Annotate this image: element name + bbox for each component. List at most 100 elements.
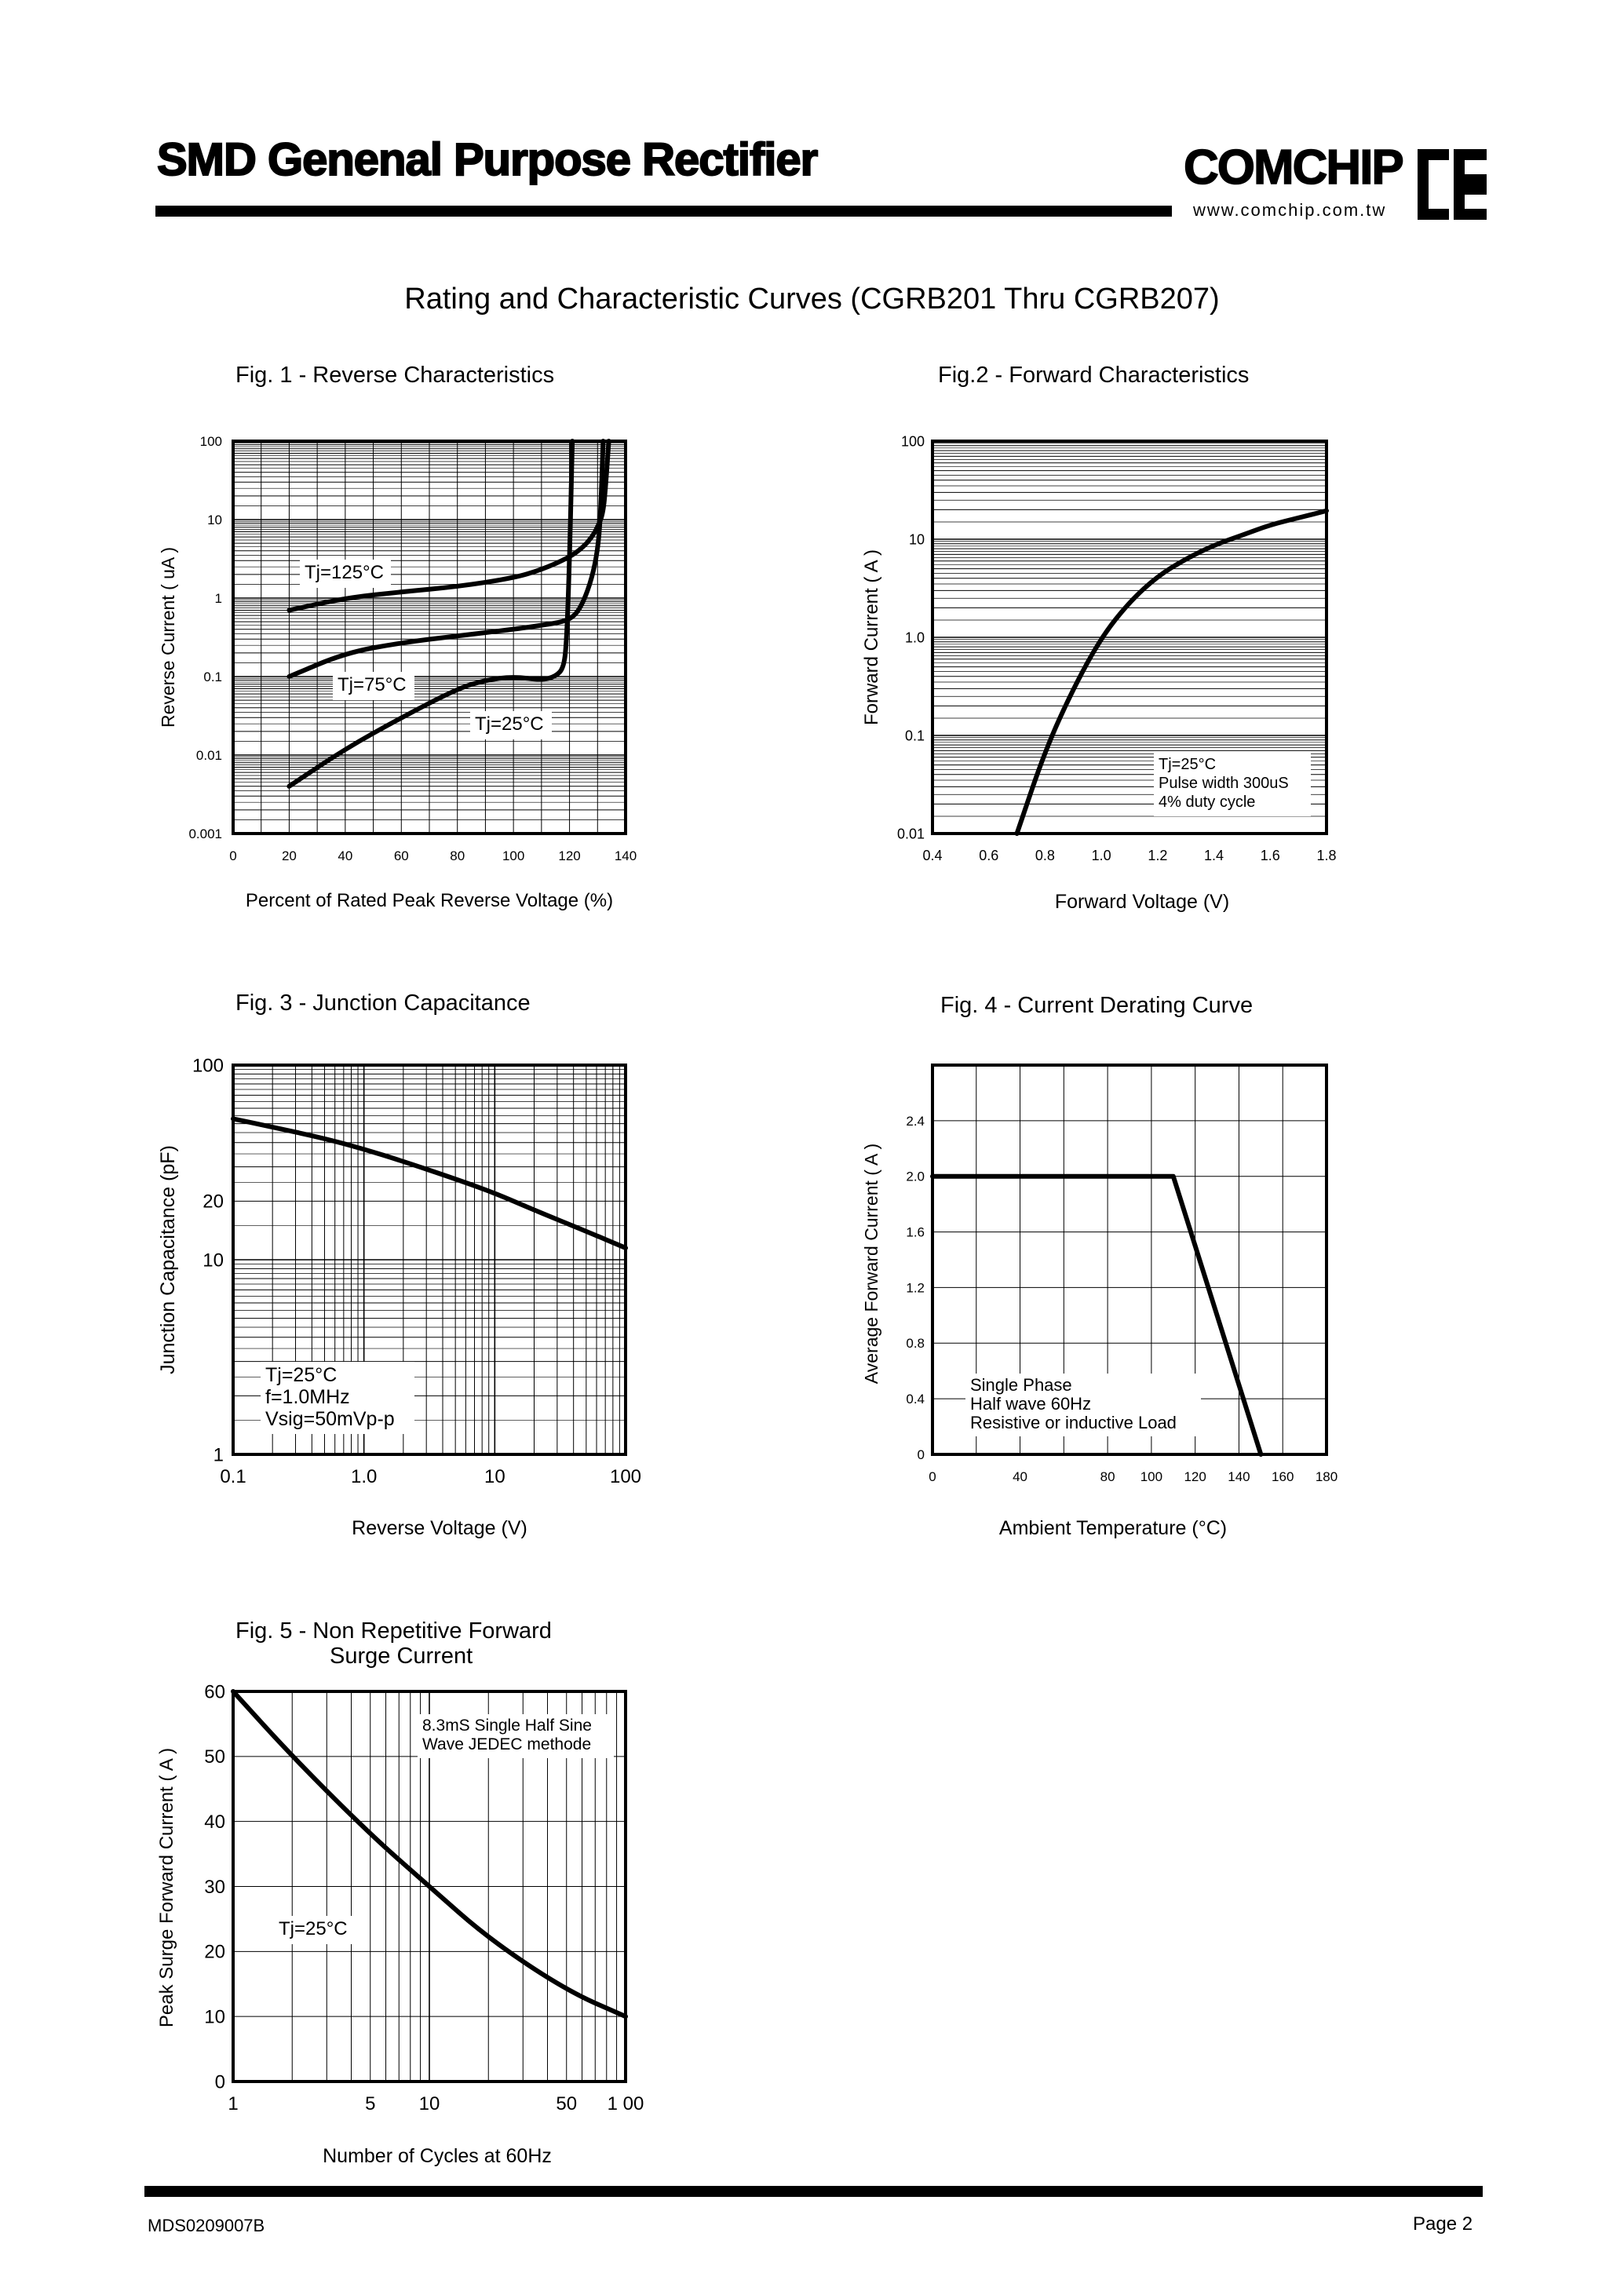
fig2-y-tick-label: 100 bbox=[901, 433, 925, 449]
fig1-series-label-125: Tj=125°C bbox=[305, 562, 384, 583]
fig4-x-tick-label: 40 bbox=[1013, 1469, 1027, 1484]
fig4-conditions-note: Resistive or inductive Load bbox=[970, 1413, 1177, 1432]
fig1-x-tick-label: 140 bbox=[615, 848, 637, 863]
fig2-y-tick-label: 0.01 bbox=[897, 826, 925, 841]
fig3-y-tick-label: 1 bbox=[213, 1444, 224, 1465]
fig4-conditions-note-box bbox=[965, 1374, 1201, 1436]
document-code: MDS0209007B bbox=[148, 2216, 265, 2235]
fig3-title: Fig. 3 - Junction Capacitance bbox=[235, 991, 531, 1016]
fig4-x-tick-label: 160 bbox=[1272, 1469, 1294, 1484]
fig5-y-tick-label: 10 bbox=[204, 2007, 225, 2028]
fig3-conditions-note: Vsig=50mVp-p bbox=[265, 1408, 395, 1430]
fig5-y-tick-label: 50 bbox=[204, 1746, 225, 1768]
fig3-x-tick-label: 100 bbox=[610, 1466, 641, 1487]
fig1-series-label-25-box bbox=[470, 711, 552, 739]
fig4-x-tick-label: 140 bbox=[1228, 1469, 1250, 1484]
fig3-y-tick-label: 20 bbox=[203, 1191, 224, 1213]
fig3-y-tick-label: 100 bbox=[192, 1055, 224, 1076]
fig1-series-label-75: Tj=75°C bbox=[338, 674, 407, 695]
fig5-y-tick-label: 20 bbox=[204, 1942, 225, 1963]
fig5-y-axis-label: Peak Surge Forward Current ( A ) bbox=[156, 1748, 177, 2027]
fig1-series-label-125-box bbox=[300, 560, 391, 588]
fig2-conditions-note: Tj=25°C bbox=[1159, 756, 1216, 773]
fig1-y-axis-label: Reverse Current ( uA ) bbox=[158, 547, 178, 728]
fig4-x-tick-label: 80 bbox=[1100, 1469, 1115, 1484]
fig2-x-tick-label: 1.0 bbox=[1092, 848, 1111, 863]
fig5-title-line2: Surge Current bbox=[330, 1644, 473, 1669]
comchip-logo-icon bbox=[1418, 149, 1487, 220]
fig2-x-tick-label: 0.6 bbox=[979, 848, 998, 863]
fig3-plot-frame bbox=[232, 1064, 627, 1456]
fig4-plot-frame bbox=[931, 1064, 1328, 1456]
header-divider bbox=[155, 206, 1172, 217]
fig4-x-tick-label: 180 bbox=[1316, 1469, 1338, 1484]
fig1-x-tick-label: 60 bbox=[394, 848, 409, 863]
fig1-y-tick-label: 0.1 bbox=[203, 670, 222, 684]
fig4-y-tick-label: 1.2 bbox=[906, 1280, 925, 1295]
fig5-y-tick-label: 40 bbox=[204, 1812, 225, 1833]
fig2-x-tick-label: 0.4 bbox=[922, 848, 942, 863]
fig3-conditions-note-box bbox=[261, 1362, 414, 1434]
fig5-y-tick-label: 0 bbox=[215, 2071, 225, 2092]
fig2-x-tick-label: 1.2 bbox=[1148, 848, 1167, 863]
fig4-title: Fig. 4 - Current Derating Curve bbox=[940, 993, 1254, 1018]
fig5-x-axis-label: Number of Cycles at 60Hz bbox=[323, 2145, 552, 2167]
fig4-x-tick-label: 100 bbox=[1140, 1469, 1162, 1484]
fig4-conditions-note: Single Phase bbox=[970, 1375, 1072, 1395]
fig1-x-tick-label: 0 bbox=[229, 848, 236, 863]
fig5-title: Fig. 5 - Non Repetitive Forward bbox=[235, 1618, 552, 1644]
fig5-x-tick-label: 5 bbox=[365, 2093, 375, 2114]
fig1-series-line-2 bbox=[286, 439, 575, 789]
page-header-title: SMD Genenal Purpose Rectifier bbox=[156, 133, 819, 186]
fig3-x-axis-label: Reverse Voltage (V) bbox=[352, 1517, 527, 1539]
fig1-y-tick-label: 0.001 bbox=[188, 826, 222, 841]
fig4-y-tick-label: 2.0 bbox=[906, 1169, 925, 1184]
page-number: Page 2 bbox=[1413, 2213, 1473, 2235]
fig3-conditions-note: Tj=25°C bbox=[265, 1364, 337, 1386]
fig5-test-method-note-box bbox=[418, 1714, 614, 1758]
fig4-y-tick-label: 0 bbox=[918, 1447, 925, 1462]
fig3-y-tick-label: 10 bbox=[203, 1250, 224, 1271]
fig1-x-tick-label: 40 bbox=[338, 848, 352, 863]
fig4-y-axis-label: Average Forward Current ( A ) bbox=[861, 1144, 881, 1384]
fig3-conditions-note: f=1.0MHz bbox=[265, 1386, 350, 1408]
fig2-x-tick-label: 0.8 bbox=[1035, 848, 1055, 863]
fig2-grid bbox=[932, 441, 1327, 834]
fig2-y-tick-label: 0.1 bbox=[905, 728, 925, 743]
fig1-series-line-1 bbox=[286, 439, 606, 679]
fig1-title: Fig. 1 - Reverse Characteristics bbox=[235, 363, 555, 388]
fig2-x-tick-label: 1.8 bbox=[1316, 848, 1336, 863]
fig2-plot-frame bbox=[931, 440, 1328, 835]
fig1-x-tick-label: 80 bbox=[450, 848, 465, 863]
fig3-x-tick-label: 10 bbox=[484, 1466, 505, 1487]
fig1-y-tick-label: 1 bbox=[215, 591, 222, 606]
fig2-series-line-0 bbox=[1014, 508, 1329, 836]
fig1-x-tick-label: 120 bbox=[558, 848, 580, 863]
fig4-x-axis-label: Ambient Temperature (°C) bbox=[999, 1517, 1227, 1539]
fig5-test-method-note: Wave JEDEC methode bbox=[422, 1735, 591, 1753]
fig4-y-tick-label: 1.6 bbox=[906, 1225, 925, 1240]
fig3-x-tick-label: 0.1 bbox=[220, 1466, 246, 1487]
fig5-x-tick-label: 50 bbox=[556, 2093, 577, 2114]
fig4-conditions-note: Half wave 60Hz bbox=[970, 1394, 1091, 1414]
fig2-x-tick-label: 1.6 bbox=[1261, 848, 1280, 863]
fig4-x-tick-label: 0 bbox=[929, 1469, 936, 1484]
fig1-plot-frame bbox=[232, 440, 627, 835]
fig2-y-tick-label: 1.0 bbox=[905, 629, 925, 645]
fig2-title: Fig.2 - Forward Characteristics bbox=[938, 363, 1250, 388]
fig1-grid bbox=[232, 441, 626, 834]
fig4-series-line-0 bbox=[930, 1173, 1264, 1457]
fig2-conditions-note-box bbox=[1154, 753, 1311, 816]
fig3-y-axis-label: Junction Capacitance (pF) bbox=[157, 1145, 179, 1374]
fig1-x-tick-label: 100 bbox=[502, 848, 524, 863]
fig3-series-line-0 bbox=[231, 1116, 628, 1250]
fig5-x-tick-label: 1 00 bbox=[608, 2093, 644, 2114]
fig2-x-tick-label: 1.4 bbox=[1204, 848, 1224, 863]
fig2-y-axis-label: Forward Current ( A ) bbox=[861, 549, 882, 725]
fig5-y-tick-label: 60 bbox=[204, 1681, 225, 1702]
fig1-y-tick-label: 0.01 bbox=[196, 748, 222, 763]
fig5-y-tick-label: 30 bbox=[204, 1877, 225, 1898]
fig1-x-axis-label: Percent of Rated Peak Reverse Voltage (%… bbox=[246, 890, 613, 911]
fig3-x-tick-label: 1.0 bbox=[351, 1466, 377, 1487]
